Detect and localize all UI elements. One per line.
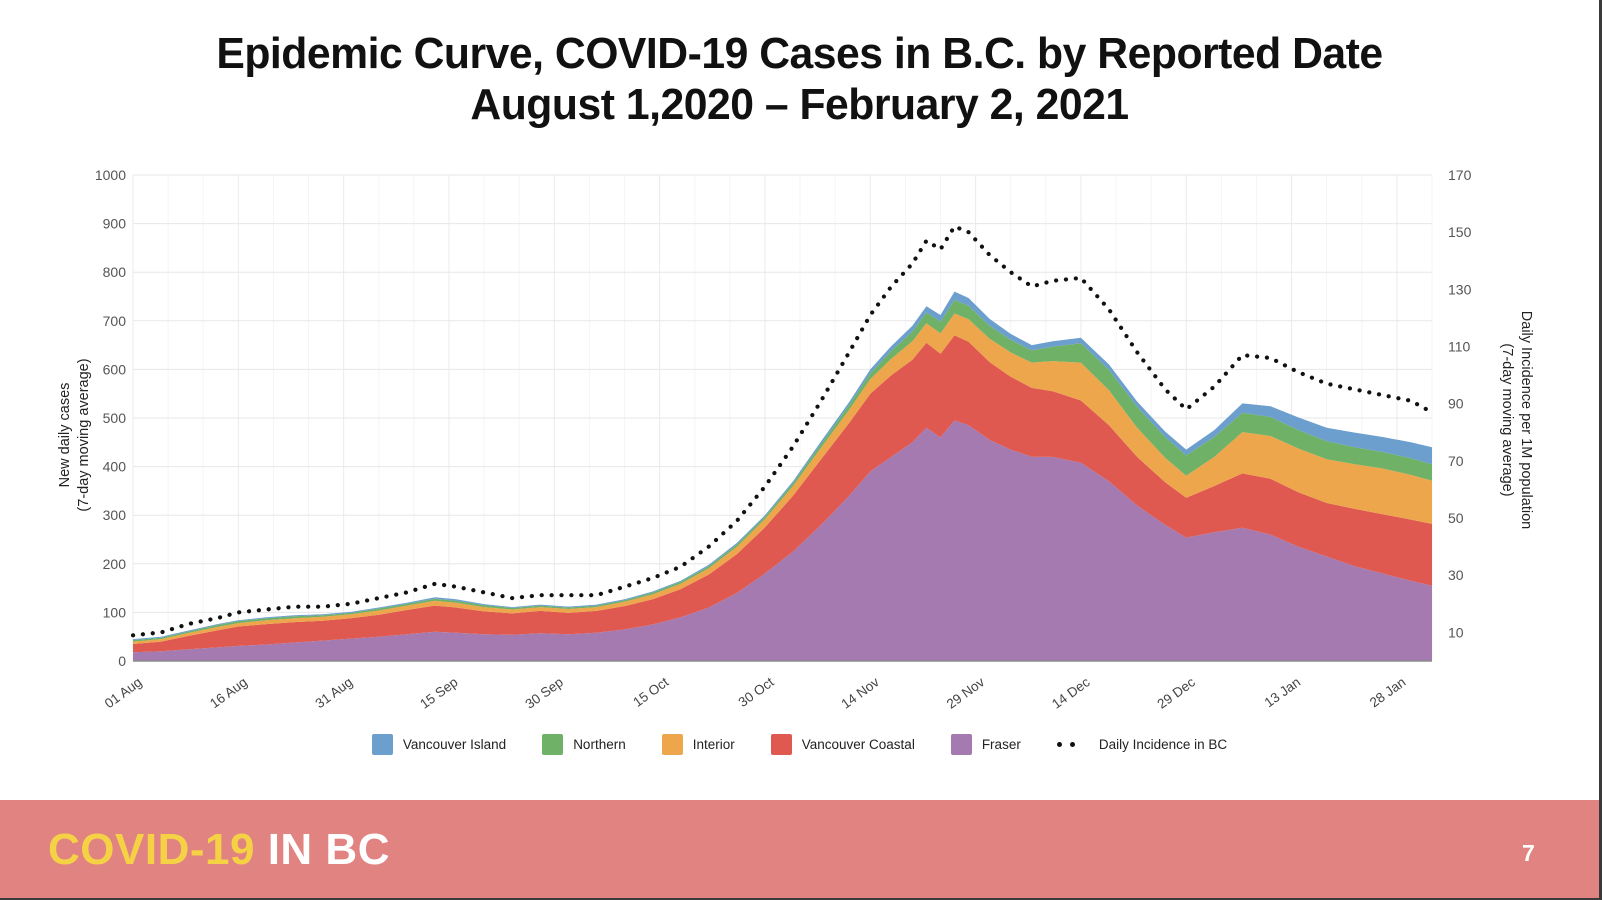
legend-swatch [661,734,683,755]
x-tick-label: 16 Aug [207,674,250,711]
legend-item-fraser: Fraser [950,734,1021,755]
y-right-tick-label: 70 [1448,453,1464,469]
brand-wordmark: COVID-19 IN BC [48,825,390,875]
legend-swatch [542,734,564,755]
legend-label: Interior [692,737,735,752]
x-axis-ticks: 01 Aug 16 Aug 31 Aug 15 Sep 30 Sep 15 Oct 30 O… [102,674,1409,711]
y-left-tick-label: 600 [103,361,127,377]
area-fraser [133,420,1432,661]
area-northern [133,299,1432,642]
x-tick-label: 29 Dec [1154,674,1198,711]
brand-covid19: COVID-19 [48,825,255,874]
y-right-tick-label: 50 [1448,510,1464,526]
x-tick-label: 01 Aug [102,674,145,711]
chart-title: Epidemic Curve, COVID-19 Cases in B.C. b… [0,28,1599,131]
legend-swatch [770,734,792,755]
footer-bar: COVID-19 IN BC [0,800,1599,898]
legend-label: Vancouver Coastal [801,737,915,752]
y-right-tick-label: 110 [1448,339,1471,355]
y-right-tick-label: 10 [1448,624,1464,640]
y-right-tick-label: 130 [1448,281,1472,297]
y-axis-left-ticks: 0 100 200 300 400 500 600 700 800 900 1000 [95,167,126,669]
brand-in-bc: IN BC [267,825,390,874]
y-left-tick-label: 100 [103,604,127,620]
y-left-tick-label: 400 [103,459,127,475]
x-tick-label: 15 Sep [417,674,460,711]
y-left-tick-label: 300 [103,507,127,523]
y-left-tick-label: 900 [103,216,127,232]
x-tick-label: 14 Dec [1049,674,1093,711]
x-tick-label: 29 Nov [944,674,988,711]
legend-item-daily-incidence: Daily Incidence in BC [1056,737,1228,752]
chart-legend: Vancouver Island Northern Interior Vancouve… [0,734,1599,755]
legend-dot [1069,742,1075,747]
legend-swatch [371,734,393,755]
stacked-areas [133,291,1432,661]
y-axis-right-ticks: 10 30 50 70 90 110 130 150 170 [1448,167,1472,640]
legend-item-northern: Northern [542,734,626,755]
x-tick-label: 13 Jan [1262,674,1304,710]
dotted-line-icon [1056,742,1083,747]
page-number: 7 [1522,840,1535,866]
legend-item-vancouver-coastal: Vancouver Coastal [770,734,915,755]
chart-title-line2: August 1,2020 – February 2, 2021 [470,80,1129,130]
legend-label: Vancouver Island [402,737,507,752]
area-interior [133,313,1432,644]
y-left-tick-label: 700 [103,313,127,329]
chart-title-line1: Epidemic Curve, COVID-19 Cases in B.C. b… [216,29,1383,78]
y-right-tick-label: 150 [1448,224,1472,240]
legend-swatch [950,734,972,755]
y-right-tick-label: 30 [1448,567,1464,583]
y-right-tick-label: 170 [1448,167,1472,183]
brand-space [255,825,268,874]
epidemic-curve-chart: 0 100 200 300 400 500 600 700 800 900 1000 10 30 50 70… [95,167,1472,712]
x-tick-label: 31 Aug [312,674,355,711]
legend-label: Northern [573,737,626,752]
legend-item-vancouver-island: Vancouver Island [371,734,507,755]
y-left-tick-label: 800 [103,264,127,280]
x-tick-label: 30 Oct [736,674,777,710]
x-tick-label: 30 Sep [522,674,565,711]
y-right-tick-label: 90 [1448,396,1464,412]
y-left-tick-label: 200 [103,556,127,572]
y-left-tick-label: 500 [103,410,127,426]
legend-item-interior: Interior [661,734,735,755]
legend-label: Daily Incidence in BC [1098,737,1228,752]
x-tick-label: 28 Jan [1367,674,1409,710]
area-vancouver-coastal [133,335,1432,653]
x-tick-label: 15 Oct [630,674,671,710]
legend-label: Fraser [981,737,1021,752]
y-left-tick-label: 1000 [95,167,126,183]
y-left-tick-label: 0 [118,653,126,669]
x-tick-label: 14 Nov [838,674,882,711]
legend-dot [1056,742,1062,747]
